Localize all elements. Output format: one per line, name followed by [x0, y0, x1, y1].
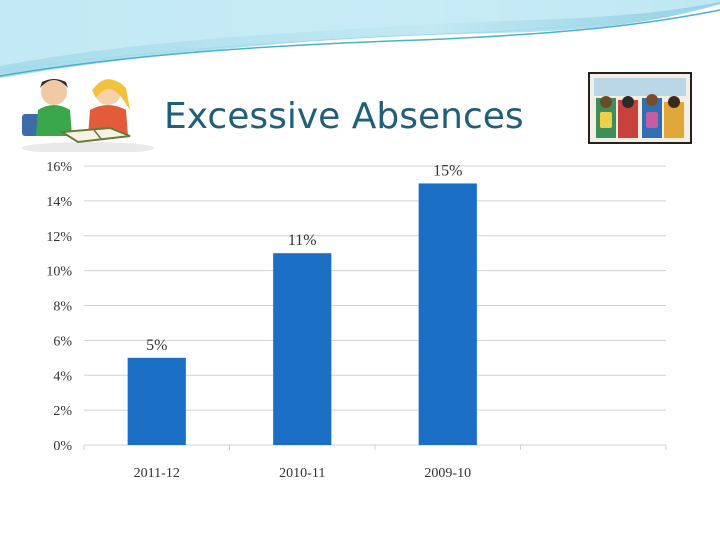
y-tick-label: 6% — [53, 334, 72, 349]
y-tick-label: 16% — [46, 160, 72, 175]
x-tick-label: 2010-11 — [279, 466, 325, 481]
data-label: 11% — [288, 232, 317, 249]
y-tick-label: 10% — [46, 265, 72, 280]
header-wave — [0, 0, 720, 78]
students-with-backpacks-clipart — [588, 72, 692, 144]
y-tick-label: 2% — [53, 404, 72, 419]
data-label: 5% — [146, 337, 167, 354]
x-tick-label: 2011-12 — [134, 466, 180, 481]
data-label: 15% — [433, 162, 462, 179]
x-tick-label: 2009-10 — [424, 466, 471, 481]
page-title: Excessive Absences — [164, 96, 524, 137]
bar — [418, 183, 477, 445]
bar — [273, 253, 332, 445]
y-tick-label: 4% — [53, 369, 72, 384]
bar-chart: 0% 2% 4% 6% 8% 10% 12% 14% 16% 5% 2011-12 11% 2010-1… — [46, 160, 667, 481]
y-tick-label: 8% — [53, 300, 72, 315]
bar — [127, 357, 186, 445]
y-tick-label: 0% — [53, 439, 72, 454]
children-reading-clipart — [18, 70, 158, 152]
y-tick-label: 12% — [46, 230, 72, 245]
y-tick-label: 14% — [46, 195, 72, 210]
